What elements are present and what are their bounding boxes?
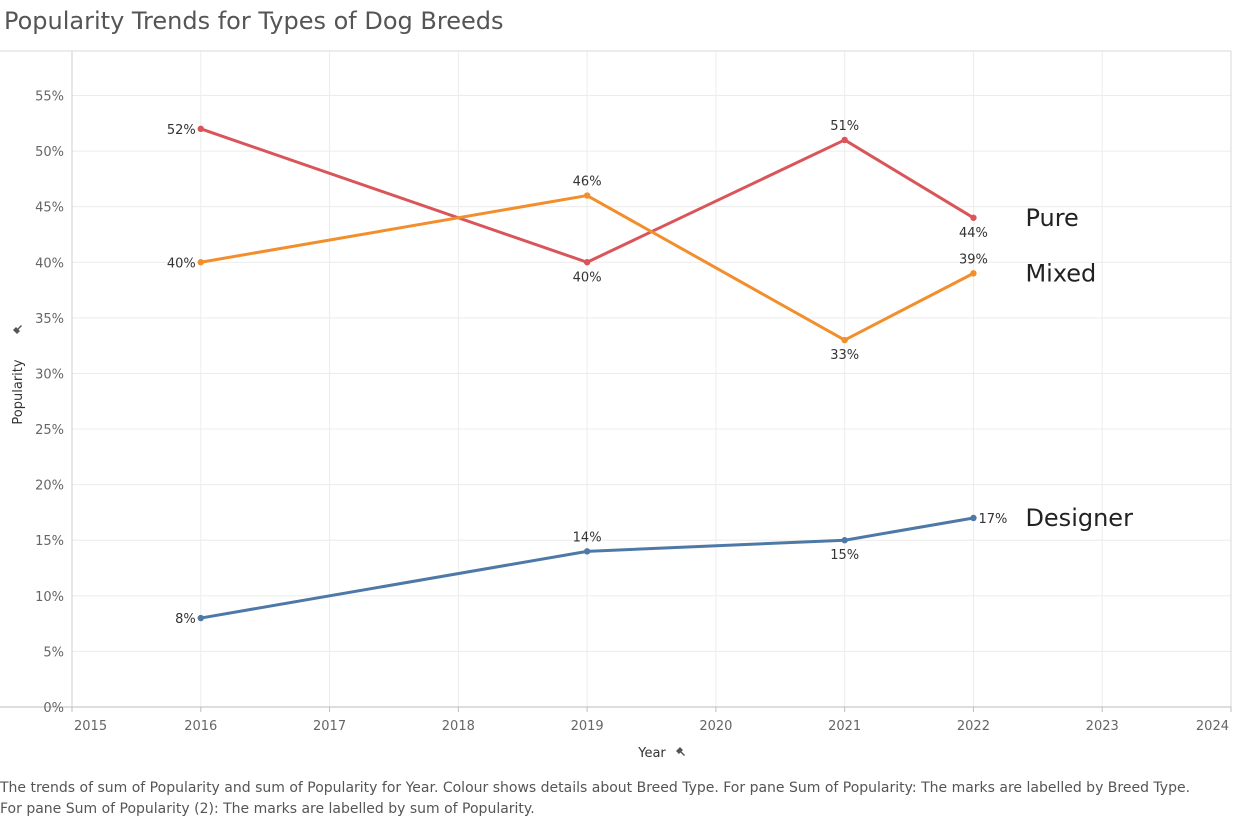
y-axis-ticks: 0% 5% 10% 15% 20% 25% 30% 35% 40% 45% 50% 55% <box>35 89 64 716</box>
x-tick-label: 2017 <box>313 719 346 734</box>
data-point-mixed[interactable] <box>841 336 848 344</box>
y-tick-label: 20% <box>35 479 64 494</box>
data-label-pure: 44% <box>959 226 988 241</box>
y-tick-label: 10% <box>35 590 64 605</box>
x-tick-label: 2016 <box>184 719 217 734</box>
series-name-mixed: Mixed <box>1025 259 1096 287</box>
x-gridlines <box>200 51 1103 707</box>
y-tick-label: 35% <box>35 312 64 327</box>
x-tick-label: 2021 <box>828 719 861 734</box>
data-point-designer[interactable] <box>583 548 591 555</box>
data-point-pure[interactable] <box>841 136 848 144</box>
pin-icon <box>676 747 685 756</box>
line-chart: 0%5%10%15%20%25%30%35%40%45%50%55% 2015 2… <box>0 50 1232 761</box>
pin-icon <box>13 325 22 334</box>
caption-line-1: The trends of sum of Popularity and sum … <box>0 780 1191 796</box>
data-point-designer[interactable] <box>197 614 204 622</box>
chart-caption: The trends of sum of Popularity and sum … <box>0 778 1233 820</box>
y-tick-label: 40% <box>35 256 64 271</box>
x-axis-label: Year <box>637 746 666 761</box>
x-tick-label: 2015 <box>74 719 107 734</box>
y-tick-label: 5% <box>43 645 64 660</box>
series-group <box>197 125 977 622</box>
data-point-designer[interactable] <box>841 537 848 544</box>
x-axis-title[interactable]: Year <box>637 746 685 761</box>
caption-line-2: For pane Sum of Popularity (2): The mark… <box>0 801 535 817</box>
chart-title: Popularity Trends for Types of Dog Breed… <box>4 7 504 35</box>
y-tick-label: 50% <box>35 145 64 160</box>
data-label-mixed: 39% <box>959 252 988 267</box>
data-label-pure: 40% <box>573 270 602 285</box>
data-point-pure[interactable] <box>970 214 977 221</box>
y-tick-label: 55% <box>35 89 64 104</box>
data-label-designer: 8% <box>175 612 196 627</box>
data-label-designer: 14% <box>573 530 602 545</box>
plot-frame <box>0 50 1232 712</box>
y-axis-title[interactable]: Popularity <box>11 325 26 425</box>
data-point-mixed[interactable] <box>583 192 591 199</box>
y-axis-label: Popularity <box>11 359 26 424</box>
y-tick-label: 25% <box>35 423 64 438</box>
data-label-designer: 15% <box>830 548 859 563</box>
data-label-pure: 52% <box>167 123 196 138</box>
series-line-pure[interactable] <box>200 127 975 264</box>
series-line-designer[interactable] <box>200 516 974 620</box>
series-name-pure: Pure <box>1025 204 1078 232</box>
series-line-mixed[interactable] <box>200 194 975 342</box>
x-tick-label: 2022 <box>957 719 990 734</box>
data-label-pure: 51% <box>830 119 859 134</box>
y-gridlines <box>72 94 1231 652</box>
data-label-mixed: 40% <box>167 256 196 271</box>
series-name-designer: Designer <box>1025 504 1133 532</box>
data-label-mixed: 33% <box>830 348 859 363</box>
x-axis-ticks: 2015 2016 2017 2018 2019 2020 2021 2022 2023 2024 <box>74 719 1229 734</box>
x-tick-label: 2020 <box>699 719 732 734</box>
data-point-mixed[interactable] <box>970 270 977 277</box>
y-tick-label: 30% <box>35 367 64 382</box>
data-point-pure[interactable] <box>583 259 591 266</box>
x-tick-label: 2019 <box>571 719 604 734</box>
data-labels: 52% 40% 51% 44% Pure 40% 46% 33% 39% Mixed 8% 14% 15… <box>167 119 1133 627</box>
data-point-designer[interactable] <box>970 514 977 522</box>
x-tick-label: 2023 <box>1086 719 1119 734</box>
data-point-mixed[interactable] <box>197 259 204 266</box>
x-tick-label: 2018 <box>442 719 475 734</box>
data-label-mixed: 46% <box>573 175 602 190</box>
x-tick-label: 2024 <box>1196 719 1229 734</box>
data-point-pure[interactable] <box>197 125 204 133</box>
y-tick-label: 45% <box>35 201 64 216</box>
y-tick-label: 0% <box>43 701 64 716</box>
y-tick-label: 15% <box>35 534 64 549</box>
data-label-designer: 17% <box>978 512 1007 527</box>
